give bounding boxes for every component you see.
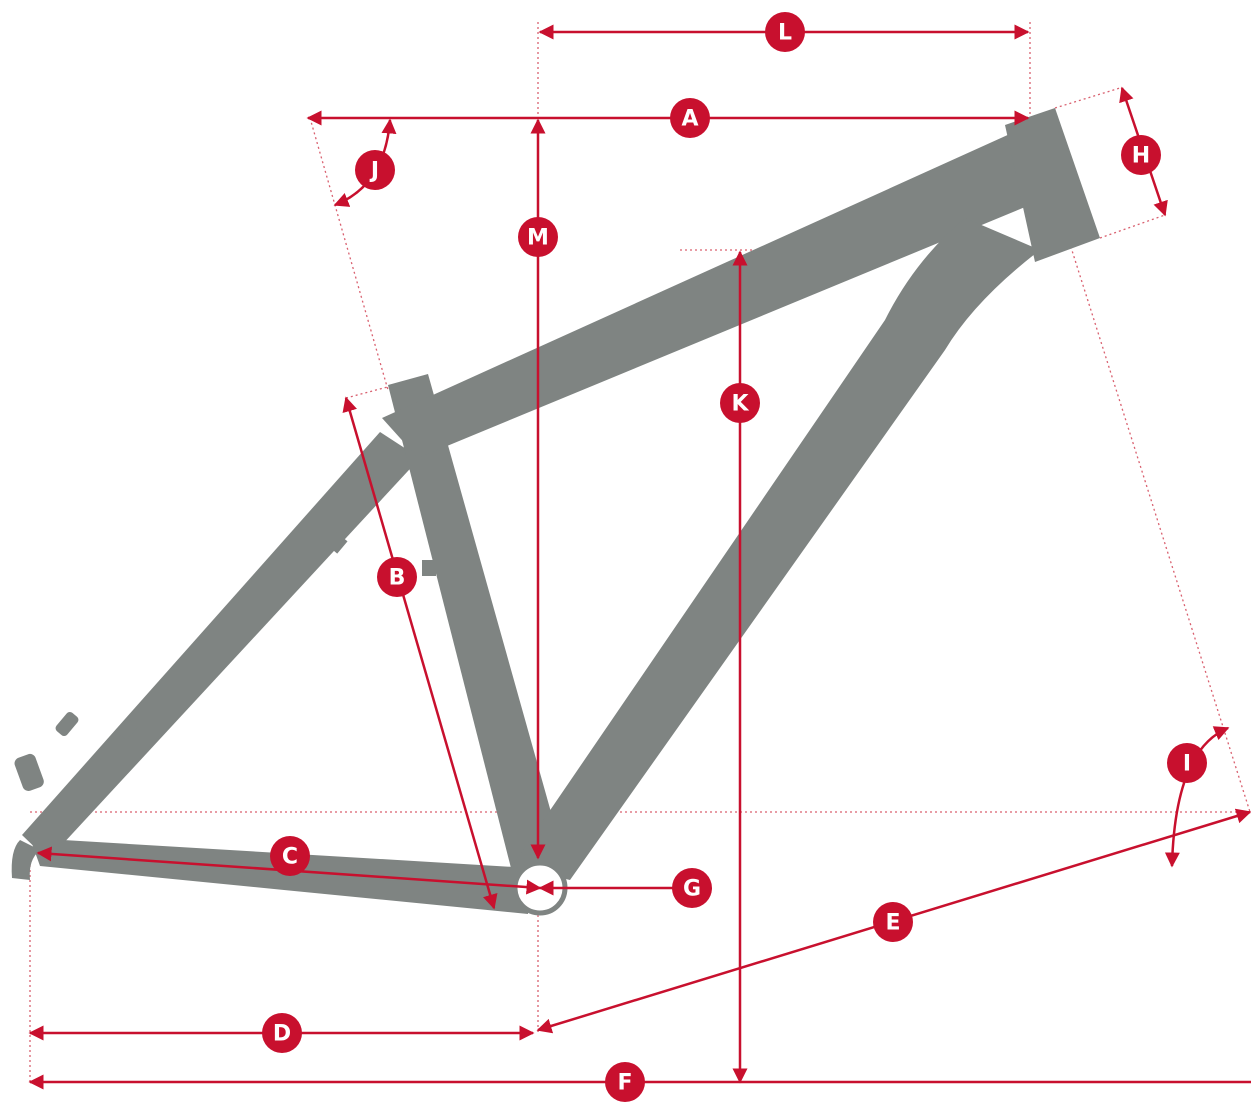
dimension-label: E	[885, 911, 900, 936]
dimension-badge: C	[270, 836, 310, 876]
dimension-label: K	[731, 392, 749, 417]
dimension-label: F	[617, 1071, 632, 1096]
dimension-badge: D	[262, 1013, 302, 1053]
badge-circle	[765, 12, 805, 52]
badge-circle	[720, 383, 760, 423]
badge-circle	[672, 868, 712, 908]
dimension-badge: J	[355, 150, 395, 190]
dimension-label: A	[681, 107, 698, 132]
badge-circle	[1167, 743, 1207, 783]
dimension-label: C	[282, 845, 298, 870]
dimension-badge: G	[672, 868, 712, 908]
dimension-badge: A	[670, 98, 710, 138]
dimension-badge: L	[765, 12, 805, 52]
dimension-badge: I	[1167, 743, 1207, 783]
badge-circle	[377, 557, 417, 597]
badge-circle	[1121, 135, 1161, 175]
badge-circle	[262, 1013, 302, 1053]
dimension-badges: L A H J M K B I C G E D F	[262, 12, 1207, 1102]
dimension-label: G	[683, 877, 701, 902]
dimension-badge: K	[720, 383, 760, 423]
dimension-label: B	[389, 566, 406, 591]
badge-circle	[605, 1062, 645, 1102]
badge-circle	[873, 902, 913, 942]
badge-circle	[518, 217, 558, 257]
dimension-label: I	[1183, 752, 1191, 777]
dimension-badge: E	[873, 902, 913, 942]
dimension-badge: F	[605, 1062, 645, 1102]
dimension-label: D	[273, 1022, 291, 1047]
dimension-label: J	[369, 159, 379, 184]
badge-circle	[670, 98, 710, 138]
dimension-badge: B	[377, 557, 417, 597]
badge-circle	[270, 836, 310, 876]
dimension-label: H	[1132, 144, 1150, 169]
dimension-badge: M	[518, 217, 558, 257]
dimension-badge: H	[1121, 135, 1161, 175]
dimension-label: M	[527, 226, 549, 251]
badge-circle	[355, 150, 395, 190]
dimension-label: L	[778, 21, 792, 46]
